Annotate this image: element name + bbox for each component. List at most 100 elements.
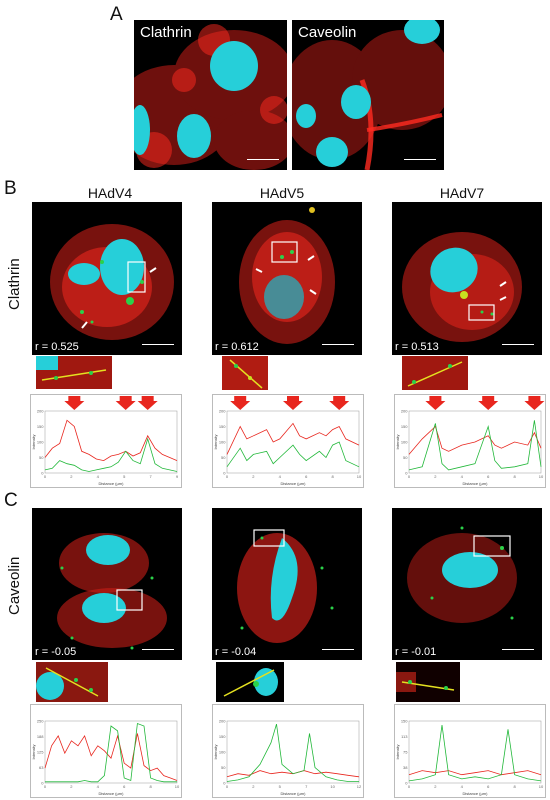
y-tick-label: 200 — [219, 409, 226, 414]
x-tick-label: 9 — [176, 474, 179, 479]
nucleus — [68, 263, 100, 285]
x-tick-label: 4 — [461, 474, 464, 479]
x-tick-label: 2 — [70, 474, 73, 479]
y-tick-label: 150 — [219, 424, 226, 429]
panel-a-clathrin-image: Clathrin — [134, 20, 287, 170]
nucleus — [264, 275, 304, 319]
micrograph-c-hadv4: r = -0.05 — [32, 508, 182, 660]
y-tick-label: 0 — [405, 781, 408, 786]
micrograph-b-hadv4: r = 0.525 — [32, 202, 182, 355]
micrograph-c-hadv5: r = -0.04 — [212, 508, 362, 660]
y-tick-label: 113 — [401, 734, 408, 739]
inset-c-hadv4 — [36, 662, 108, 702]
plot-frame — [226, 720, 360, 784]
x-tick-label: 2 — [252, 784, 255, 789]
plot-frame — [44, 720, 178, 784]
x-tick-label: 10 — [330, 784, 335, 789]
y-tick-label: 75 — [403, 750, 408, 755]
y-axis-label: Intensity — [31, 745, 36, 760]
inset-art — [216, 662, 284, 702]
x-tick-label: 6 — [487, 784, 490, 789]
y-tick-label: 125 — [37, 750, 44, 755]
x-tick-label: 2 — [70, 784, 73, 789]
y-tick-label: 200 — [401, 409, 408, 414]
y-axis-label: Intensity — [213, 435, 218, 450]
inset-art — [402, 356, 468, 390]
nucleus — [82, 593, 126, 623]
x-tick-label: 4 — [461, 784, 464, 789]
arrow-icon — [309, 289, 317, 295]
y-tick-label: 150 — [219, 734, 226, 739]
correlation-r: r = -0.04 — [215, 646, 257, 658]
micrograph-art — [50, 224, 174, 340]
y-tick-label: 50 — [221, 455, 226, 460]
column-title-hadv5: HAdV5 — [259, 185, 305, 201]
x-tick-label: 5 — [279, 784, 282, 789]
panel-a-caveolin-image: Caveolin — [292, 20, 444, 170]
column-title-hadv7: HAdV7 — [439, 185, 485, 201]
nucleus — [341, 85, 371, 119]
x-tick-label: 12 — [357, 784, 362, 789]
y-axis-label: Intensity — [395, 435, 400, 450]
x-tick-label: 0 — [408, 784, 411, 789]
arrow-icon — [499, 281, 507, 287]
nucleus — [177, 114, 211, 158]
inset-art — [222, 356, 268, 390]
x-tick-label: 7 — [149, 474, 152, 479]
red-arrow-icon — [524, 396, 545, 410]
profile-plot-b-hadv4: 0 2 4 5 7 9 0 50 100 150 200 Distance (µm) Intensity — [30, 394, 182, 488]
y-tick-label: 38 — [403, 765, 408, 770]
scale-bar — [322, 649, 354, 654]
y-axis-label: Intensity — [395, 745, 400, 760]
x-tick-label: 8 — [513, 474, 516, 479]
nucleus — [100, 239, 144, 295]
x-axis-label: Distance (µm) — [281, 791, 307, 796]
arrow-icon — [307, 255, 315, 261]
y-tick-label: 150 — [401, 424, 408, 429]
scale-bar — [142, 344, 174, 349]
x-tick-label: 7 — [305, 784, 308, 789]
y-tick-label: 250 — [37, 719, 44, 724]
green-intensity-line — [226, 723, 359, 782]
x-tick-label: 0 — [44, 474, 47, 479]
x-tick-label: 10 — [357, 474, 362, 479]
red-arrow-icon — [478, 396, 499, 410]
profile-plot-c-hadv4: 0 2 4 6 8 10 0 63 125 188 250 Distance (µm) Intensit… — [30, 704, 182, 798]
x-tick-label: 0 — [408, 474, 411, 479]
x-axis-label: Distance (µm) — [463, 791, 489, 796]
micrograph-art — [239, 207, 335, 344]
red-intensity-line — [408, 425, 542, 455]
nucleus — [404, 20, 440, 44]
micrograph-art — [57, 533, 167, 650]
scale-bar — [247, 159, 279, 164]
caveolin-label: Caveolin — [298, 24, 357, 41]
nucleus — [210, 41, 258, 91]
row-title-clathrin: Clathrin — [6, 258, 23, 310]
y-axis-label: Intensity — [213, 745, 218, 760]
red-arrow-icon — [283, 396, 303, 410]
nucleus — [442, 552, 498, 588]
panel-b-letter: B — [4, 178, 17, 199]
red-arrow-icon — [329, 396, 350, 410]
y-tick-label: 0 — [223, 781, 226, 786]
x-tick-label: 8 — [149, 784, 152, 789]
x-tick-label: 6 — [305, 474, 308, 479]
x-tick-label: 4 — [279, 474, 282, 479]
x-tick-label: 0 — [226, 784, 229, 789]
red-arrow-icon — [137, 396, 158, 410]
nucleus — [430, 247, 478, 293]
green-intensity-line — [408, 725, 542, 782]
y-tick-label: 50 — [403, 455, 408, 460]
clathrin-label: Clathrin — [140, 24, 192, 41]
micrograph-b-hadv7: r = 0.513 — [392, 202, 542, 355]
x-tick-label: 4 — [97, 474, 100, 479]
correlation-r: r = -0.01 — [395, 646, 437, 658]
red-arrow-icon — [64, 396, 85, 410]
nucleus — [86, 535, 130, 565]
arrow-icon — [499, 296, 507, 301]
nucleus — [296, 104, 316, 128]
plot-frame — [408, 410, 542, 474]
micrograph-art — [402, 232, 522, 342]
inset-c-hadv5 — [216, 662, 284, 702]
